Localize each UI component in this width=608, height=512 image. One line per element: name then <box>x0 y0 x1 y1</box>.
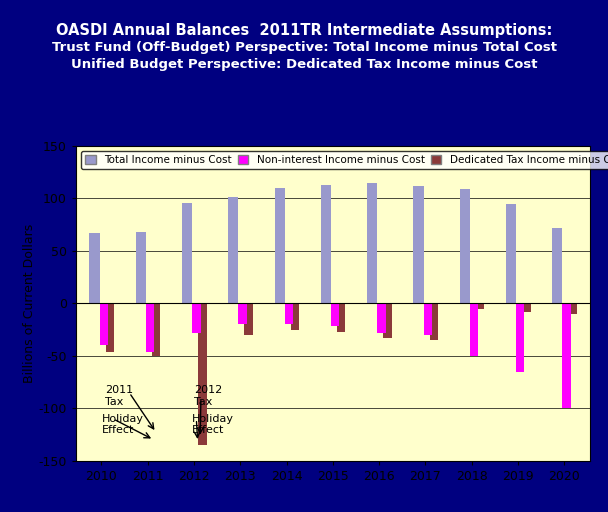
Text: Holiday
Effect: Holiday Effect <box>102 414 143 435</box>
Bar <box>331 303 339 327</box>
Bar <box>476 303 484 309</box>
Y-axis label: Billions of Current Dollars: Billions of Current Dollars <box>23 224 36 383</box>
Bar <box>321 185 331 303</box>
Bar <box>228 197 238 303</box>
Bar <box>522 303 531 312</box>
Bar <box>198 303 207 445</box>
Bar <box>275 188 285 303</box>
Bar <box>146 303 154 352</box>
Bar <box>285 303 293 325</box>
Text: 2011
Tax: 2011 Tax <box>105 385 133 407</box>
Bar <box>424 303 432 335</box>
Bar <box>430 303 438 340</box>
Text: Holiday
Effect: Holiday Effect <box>192 414 233 435</box>
Text: Unified Budget Perspective: Dedicated Tax Income minus Cost: Unified Budget Perspective: Dedicated Ta… <box>71 58 537 71</box>
Bar <box>552 228 562 303</box>
Bar <box>506 204 516 303</box>
Bar <box>413 186 424 303</box>
Bar <box>337 303 345 332</box>
Bar <box>383 303 392 338</box>
Bar <box>89 233 100 303</box>
Bar <box>152 303 161 356</box>
Text: OASDI Annual Balances  2011TR Intermediate Assumptions:: OASDI Annual Balances 2011TR Intermediat… <box>56 23 552 38</box>
Bar <box>367 183 378 303</box>
Bar <box>516 303 525 372</box>
Bar <box>568 303 577 314</box>
Text: 2012
Tax: 2012 Tax <box>194 385 223 407</box>
Bar <box>136 232 146 303</box>
Bar <box>106 303 114 352</box>
Bar <box>460 189 470 303</box>
Bar <box>192 303 201 333</box>
Bar <box>238 303 247 325</box>
Legend: Total Income minus Cost, Non-interest Income minus Cost, Dedicated Tax Income mi: Total Income minus Cost, Non-interest In… <box>81 151 608 169</box>
Bar <box>100 303 108 346</box>
Text: Trust Fund (Off-Budget) Perspective: Total Income minus Total Cost: Trust Fund (Off-Budget) Perspective: Tot… <box>52 41 556 54</box>
Bar <box>562 303 571 409</box>
Bar <box>244 303 253 335</box>
Bar <box>182 203 192 303</box>
Bar <box>470 303 478 356</box>
Bar <box>291 303 299 330</box>
Bar <box>378 303 385 333</box>
